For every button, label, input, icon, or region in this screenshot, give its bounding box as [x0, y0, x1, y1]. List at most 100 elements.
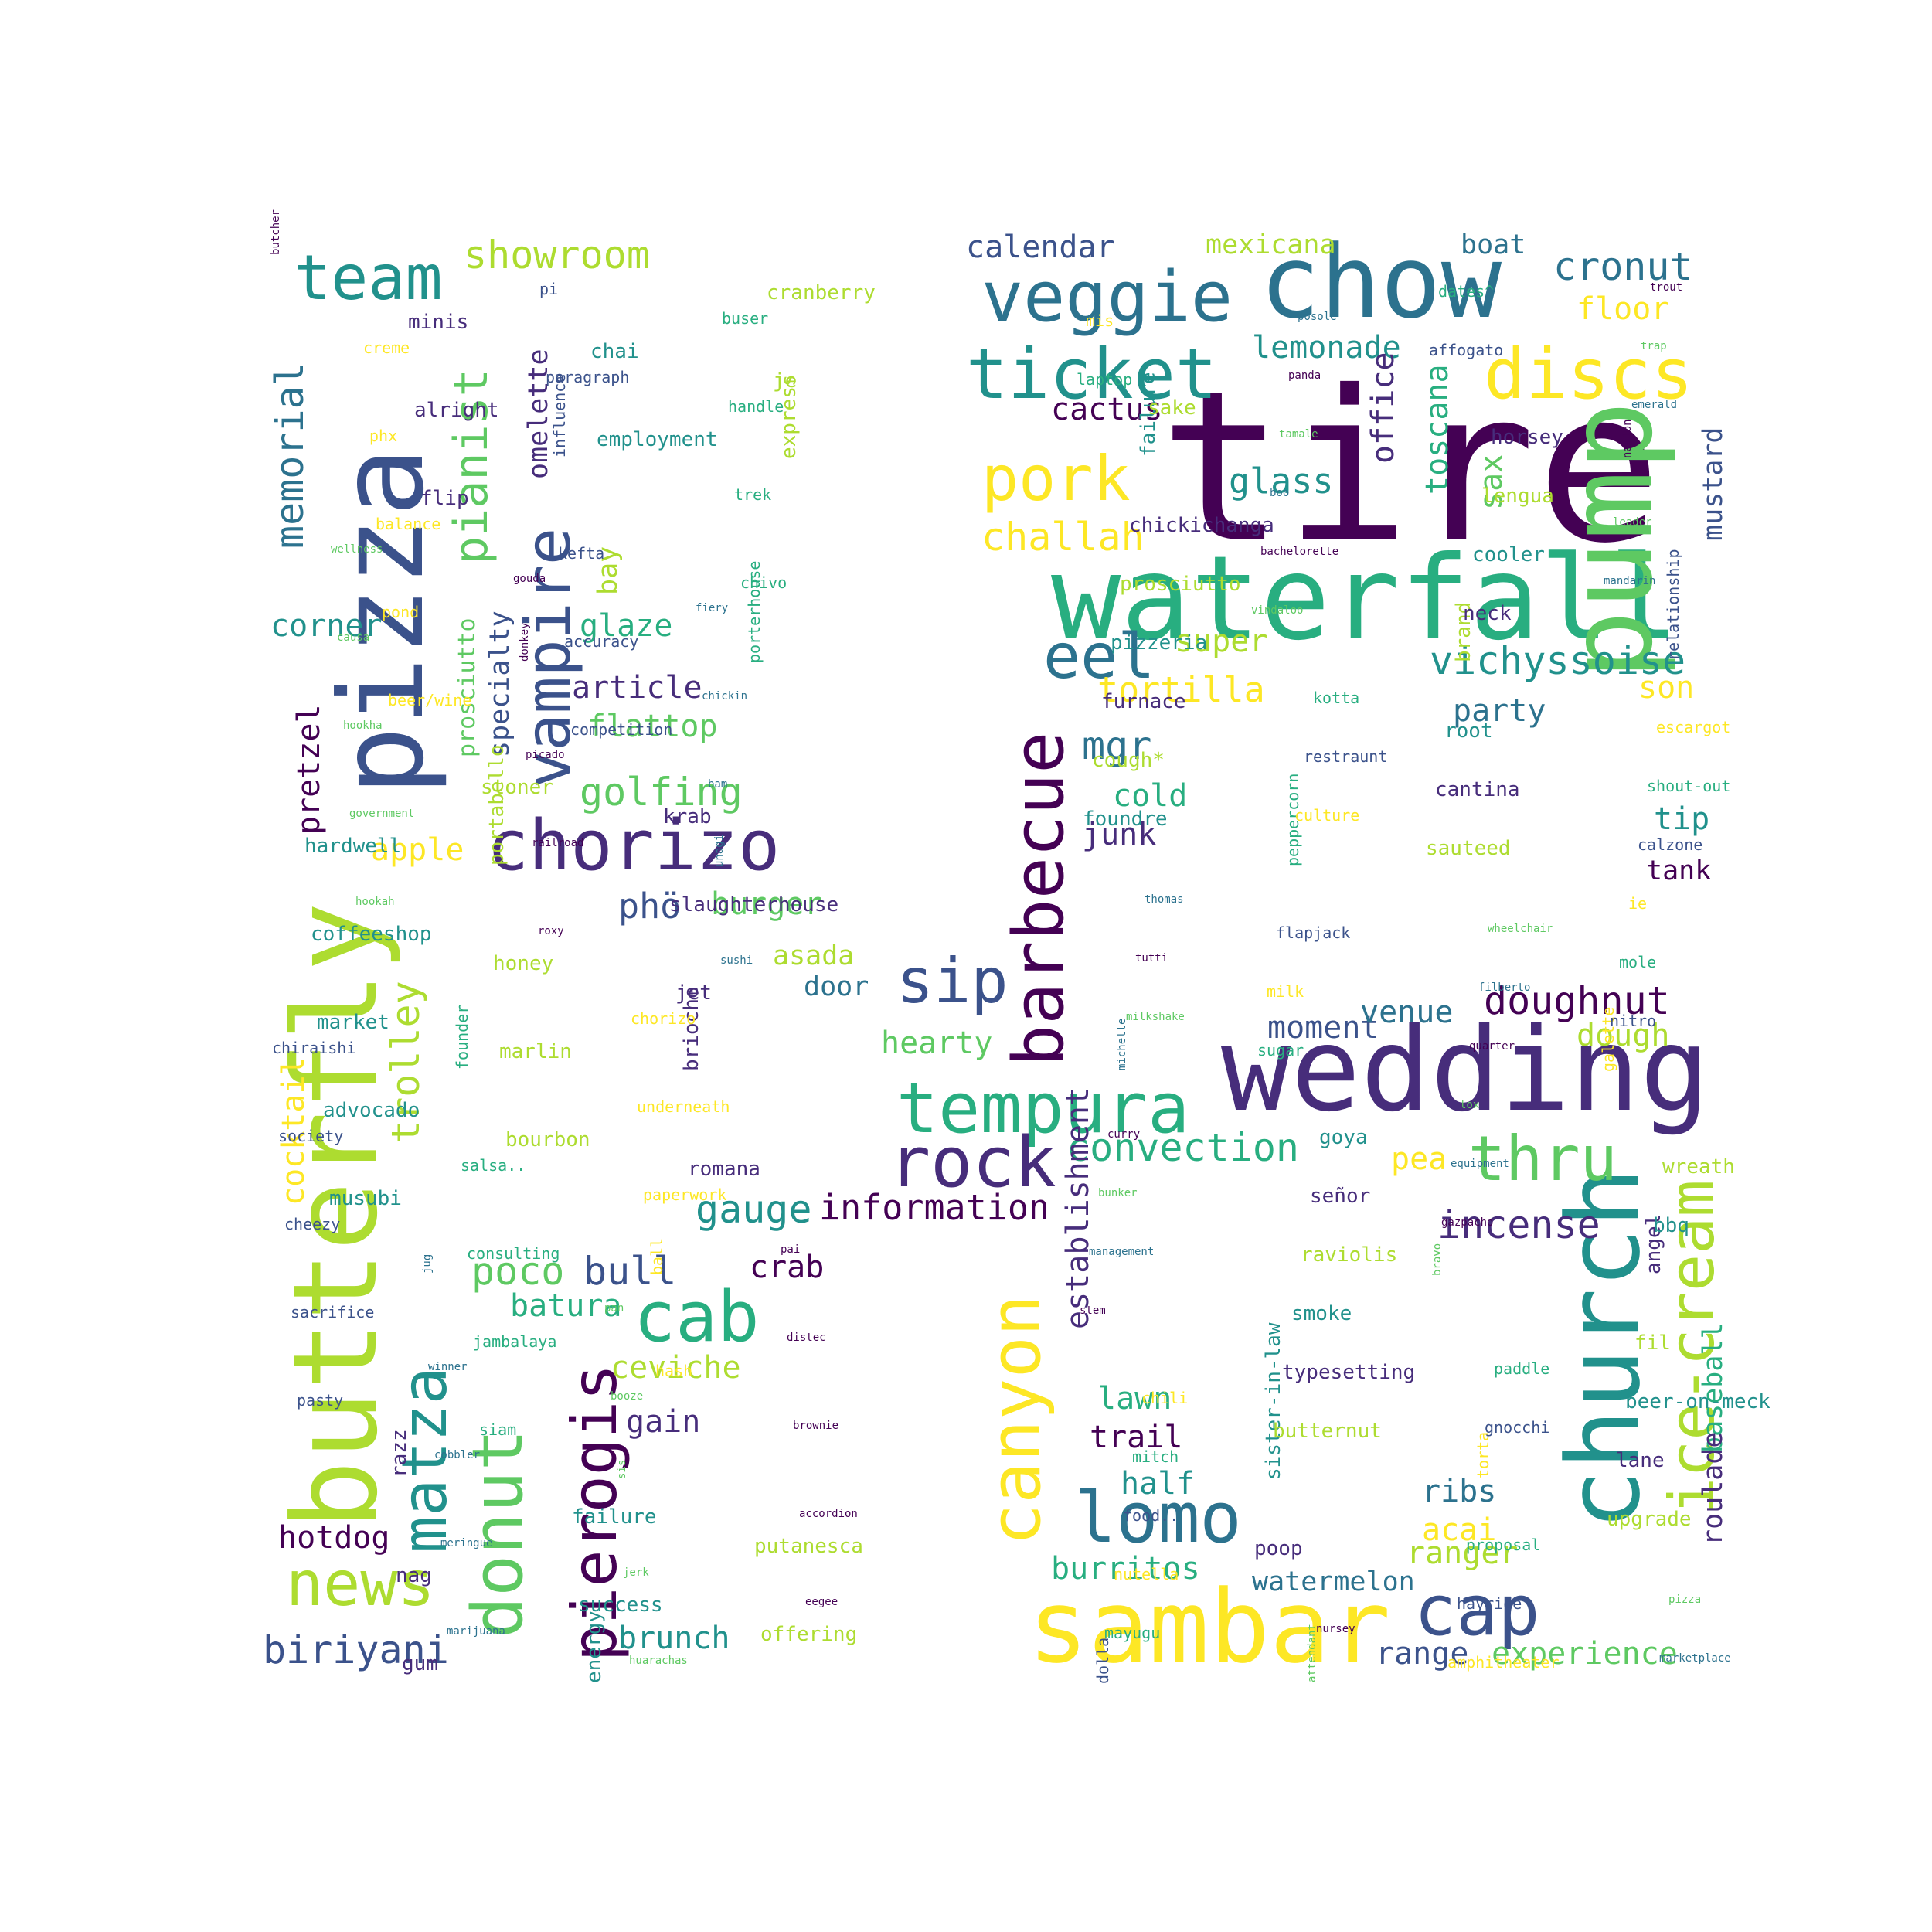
cloud-word: energy: [583, 1611, 606, 1683]
cloud-word: horsey: [1491, 426, 1563, 449]
cloud-word: meringue: [440, 1537, 493, 1549]
cloud-word: mandarin: [1604, 575, 1656, 587]
cloud-word: pizza: [1668, 1594, 1702, 1606]
cloud-word: pond: [382, 603, 420, 621]
cloud-word: shout-out: [1647, 777, 1731, 795]
cloud-word: posole: [1298, 311, 1337, 323]
cloud-word: burritos: [1051, 1551, 1200, 1587]
cloud-word: market: [317, 1011, 389, 1034]
cloud-word: jet: [675, 981, 712, 1005]
cloud-word: incense: [1437, 1202, 1600, 1247]
cloud-word: tamale: [1279, 428, 1318, 440]
cloud-word: biriyani: [263, 1628, 449, 1672]
cloud-word: tortilla: [1097, 669, 1265, 710]
cloud-word: gain: [626, 1404, 701, 1440]
cloud-word: alright: [414, 399, 499, 422]
cloud-word: wreath: [1662, 1155, 1735, 1179]
cloud-word: upgrade: [1607, 1508, 1692, 1531]
cloud-word: food..: [1123, 1506, 1179, 1525]
cloud-word: cap: [1414, 1570, 1540, 1651]
cloud-word: roxy: [538, 925, 564, 937]
cloud-word: hookha: [343, 719, 383, 732]
cloud-word: lawn: [1097, 1381, 1172, 1417]
cloud-word: gouda: [513, 573, 546, 585]
cloud-word: hardwell: [304, 835, 402, 858]
cloud-word: door: [804, 971, 869, 1002]
cloud-word: lemonade: [1252, 330, 1401, 366]
cloud-word: paddle: [1494, 1359, 1550, 1378]
cloud-word: flip: [420, 487, 469, 510]
cloud-word: nursey: [1316, 1623, 1355, 1635]
cloud-word: goya: [1319, 1126, 1368, 1149]
cloud-word: root: [1444, 719, 1493, 743]
cloud-word: lomo: [1074, 1478, 1242, 1559]
cloud-word: typesetting: [1282, 1361, 1416, 1384]
cloud-word: bam: [708, 778, 728, 791]
cloud-word: jug: [421, 1253, 434, 1274]
cloud-word: corner: [270, 608, 383, 644]
cloud-word: office: [1366, 352, 1401, 464]
cloud-word: experience: [1492, 1636, 1678, 1672]
cloud-word: accordion: [799, 1508, 858, 1520]
cloud-word: hash: [655, 1362, 693, 1380]
cloud-word: mgr: [1082, 723, 1152, 768]
cloud-word: vichyssoise: [1430, 638, 1686, 683]
cloud-word: roulade: [1698, 1431, 1729, 1546]
cloud-word: leader: [1613, 516, 1652, 529]
cloud-word: flapjack: [1276, 923, 1351, 942]
cloud-word: siam: [479, 1420, 517, 1439]
cloud-word: paperwork: [643, 1185, 727, 1204]
cloud-word: nation: [1621, 419, 1634, 458]
cloud-word: calzone: [1638, 835, 1703, 854]
cloud-word: torta: [1474, 1431, 1492, 1478]
cloud-word: butternut: [1273, 1420, 1382, 1443]
cloud-word: beer-on-meck: [1625, 1390, 1770, 1413]
cloud-word: advocado: [323, 1099, 420, 1122]
cloud-word: cantina: [1435, 778, 1520, 801]
cloud-word: cold: [1113, 778, 1188, 814]
cloud-word: huarachas: [629, 1655, 688, 1667]
cloud-word: chai: [590, 340, 639, 363]
cloud-word: restraunt: [1304, 747, 1388, 766]
cloud-word: quarter: [1469, 1040, 1515, 1053]
cloud-word: crab: [750, 1250, 825, 1285]
cloud-word: veggie: [981, 257, 1233, 338]
cloud-word: causa: [337, 631, 370, 644]
cloud-word: brownie: [793, 1420, 839, 1432]
cloud-word: ie: [1628, 894, 1648, 913]
cloud-word: floor: [1577, 291, 1670, 327]
cloud-word: memorial: [267, 362, 312, 549]
cloud-word: relationship: [1664, 549, 1682, 662]
cloud-word: poop: [1254, 1537, 1303, 1560]
cloud-word: chickichanga: [1129, 514, 1274, 537]
cloud-word: calendar: [966, 230, 1115, 265]
cloud-word: señor: [1310, 1185, 1371, 1208]
cloud-word: culture: [1294, 806, 1360, 825]
cloud-word: offering: [760, 1623, 858, 1646]
cloud-word: bbq: [1653, 1214, 1689, 1237]
cloud-word: boat: [1461, 230, 1526, 260]
cloud-word: mole: [1619, 953, 1657, 971]
cloud-word: unagi: [713, 834, 726, 867]
cloud-word: romana: [688, 1158, 760, 1181]
cloud-word: coffeeshop: [311, 923, 432, 946]
cloud-word: sis: [616, 1459, 628, 1479]
cloud-word: brunch: [618, 1621, 730, 1656]
cloud-word: information: [819, 1187, 1050, 1228]
cloud-word: news: [286, 1548, 435, 1620]
cloud-word: half: [1121, 1466, 1196, 1502]
cloud-word: michelle: [1116, 1018, 1128, 1070]
cloud-word: trap: [1641, 340, 1667, 352]
cloud-word: pan: [604, 1302, 624, 1315]
cloud-word: barbecue: [998, 731, 1080, 1066]
cloud-word: failure: [572, 1505, 657, 1529]
cloud-word: chickin: [702, 690, 748, 702]
cloud-word: phx: [369, 427, 398, 445]
cloud-word: mustard: [1698, 427, 1729, 541]
cloud-word: curry: [1107, 1128, 1141, 1141]
cloud-word: lengua: [1481, 485, 1554, 508]
cloud-word: venue: [1360, 995, 1454, 1030]
cloud-word: ceviche: [611, 1350, 741, 1386]
cloud-word: beer/wine: [388, 691, 472, 709]
